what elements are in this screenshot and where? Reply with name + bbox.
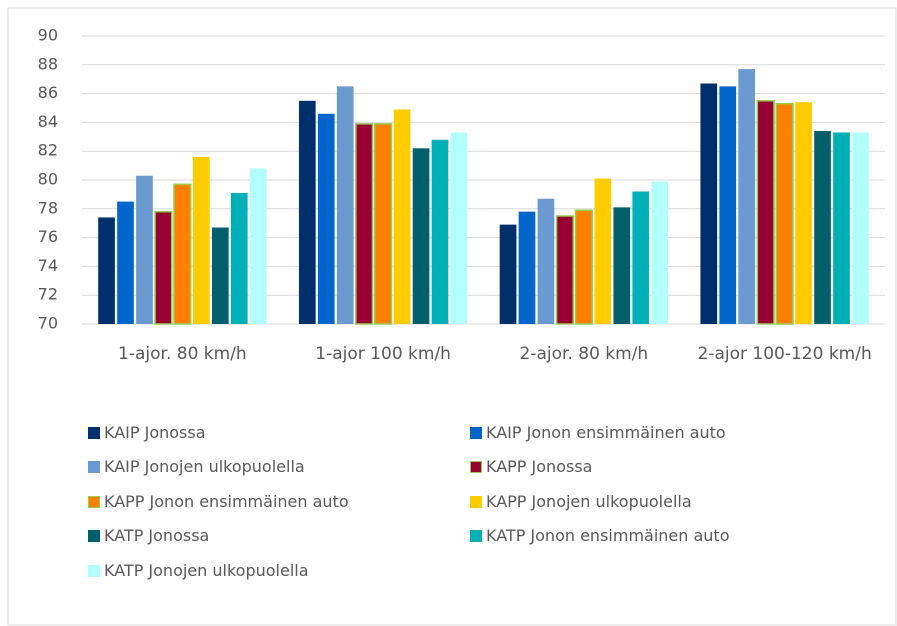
- bar: [613, 207, 631, 324]
- legend-label: KAPP Jonossa: [486, 457, 593, 477]
- bar: [756, 100, 775, 325]
- bar: [154, 210, 173, 325]
- legend-label: KATP Jonojen ulkopuolella: [104, 560, 309, 580]
- bar: [374, 123, 393, 325]
- bar: [136, 175, 153, 324]
- x-tick-label: 2-ajor. 80 km/h: [519, 344, 649, 364]
- y-tick-label: 88: [38, 54, 58, 73]
- bar: [98, 217, 115, 324]
- bar: [555, 215, 575, 325]
- bar: [317, 113, 335, 324]
- bar: [852, 132, 869, 324]
- bar: [211, 227, 229, 324]
- y-tick-label: 74: [38, 256, 58, 275]
- legend-label: KAIP Jonossa: [104, 423, 206, 442]
- legend-swatch: [88, 530, 100, 543]
- bar: [518, 211, 536, 324]
- y-tick-label: 76: [38, 227, 58, 246]
- bar: [192, 156, 210, 324]
- x-tick-label: 1-ajor 100 km/h: [315, 344, 451, 364]
- legend-swatch: [88, 564, 100, 577]
- bar: [117, 201, 134, 324]
- y-tick-label: 86: [38, 83, 58, 102]
- bar: [173, 183, 192, 325]
- bar: [412, 148, 430, 324]
- legend-swatch: [470, 461, 482, 474]
- y-tick-label: 70: [38, 314, 58, 333]
- bar: [298, 100, 316, 324]
- bar: [230, 192, 248, 324]
- legend-swatch: [470, 427, 482, 439]
- legend-label: KATP Jonon ensimmäinen auto: [486, 526, 730, 546]
- y-tick-label: 82: [38, 141, 58, 160]
- bar: [833, 132, 850, 324]
- bar: [499, 224, 517, 324]
- legend-label: KAIP Jonojen ulkopuolella: [104, 457, 305, 477]
- chart-frame: [7, 7, 897, 626]
- x-tick-label: 2-ajor 100-120 km/h: [697, 344, 872, 364]
- bar: [450, 132, 468, 324]
- bar: [651, 181, 669, 324]
- legend-swatch: [88, 427, 100, 439]
- y-tick-label: 78: [38, 198, 58, 217]
- bar: [431, 139, 449, 324]
- bar: [594, 178, 612, 324]
- bar: [700, 83, 718, 325]
- legend-swatch: [470, 495, 482, 508]
- bar: [795, 102, 812, 325]
- legend-label: KAPP Jonon ensimmäinen auto: [104, 491, 349, 511]
- bar: [249, 168, 267, 324]
- legend-swatch: [88, 461, 100, 474]
- y-tick-label: 90: [38, 26, 58, 45]
- x-tick-label: 1-ajor. 80 km/h: [118, 344, 247, 364]
- bar: [537, 198, 555, 324]
- legend-label: KAIP Jonon ensimmäinen auto: [486, 423, 726, 442]
- bar: [719, 86, 737, 325]
- legend-label: KATP Jonossa: [104, 526, 210, 546]
- bar: [632, 191, 650, 324]
- bar: [355, 123, 374, 325]
- y-tick-label: 80: [38, 170, 58, 189]
- legend-swatch: [88, 495, 100, 508]
- bar: [574, 209, 593, 325]
- bar: [814, 131, 831, 324]
- y-tick-label: 72: [38, 285, 58, 304]
- legend-label: KAPP Jonojen ulkopuolella: [486, 491, 692, 511]
- y-tick-label: 84: [38, 112, 58, 131]
- bar: [738, 69, 756, 325]
- bar: [336, 86, 354, 325]
- legend-swatch: [470, 530, 482, 543]
- bar: [393, 109, 411, 324]
- bar: [775, 102, 794, 325]
